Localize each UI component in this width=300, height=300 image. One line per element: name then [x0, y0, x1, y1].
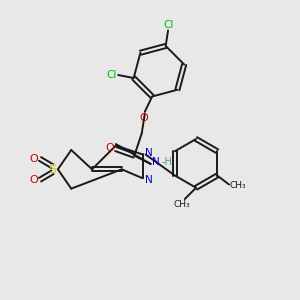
Text: N: N: [145, 175, 153, 185]
Text: S: S: [49, 163, 56, 176]
Text: O: O: [140, 113, 148, 123]
Text: CH₃: CH₃: [173, 200, 190, 209]
Text: CH₃: CH₃: [229, 182, 246, 190]
Text: N: N: [145, 148, 153, 158]
Text: O: O: [29, 175, 38, 185]
Text: O: O: [106, 142, 114, 153]
Text: Cl: Cl: [163, 20, 173, 30]
Text: N: N: [152, 158, 160, 167]
Text: O: O: [29, 154, 38, 164]
Text: -H: -H: [162, 158, 172, 167]
Text: Cl: Cl: [106, 70, 117, 80]
